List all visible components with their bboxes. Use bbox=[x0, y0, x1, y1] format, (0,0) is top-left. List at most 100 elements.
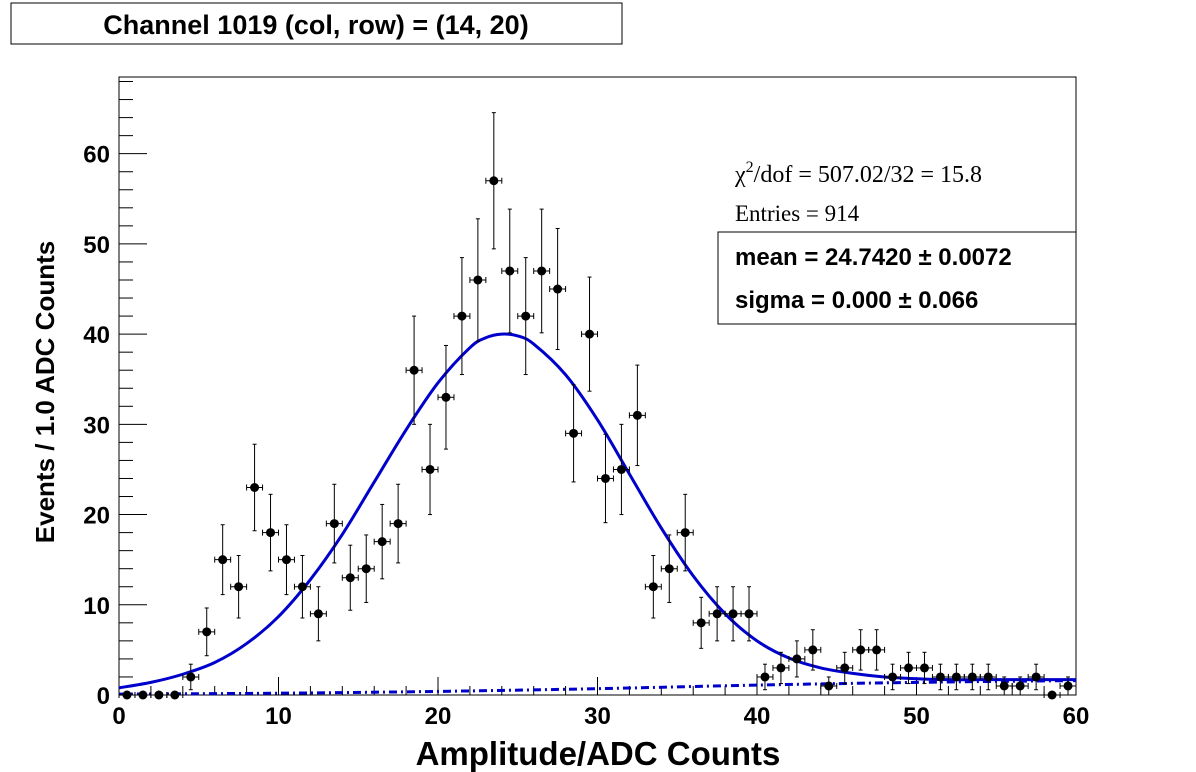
fit-curves bbox=[118, 332, 1077, 696]
fit-parameter-box bbox=[717, 231, 1077, 325]
data-point bbox=[118, 690, 136, 700]
data-point bbox=[1059, 676, 1077, 696]
data-marker bbox=[345, 573, 355, 583]
data-marker bbox=[1063, 681, 1073, 691]
data-point bbox=[437, 344, 455, 450]
y-tick-label: 60 bbox=[83, 142, 110, 169]
data-marker bbox=[744, 609, 754, 619]
data-point bbox=[916, 651, 933, 685]
data-point bbox=[708, 586, 726, 642]
data-marker bbox=[872, 645, 882, 655]
data-marker bbox=[154, 690, 164, 700]
data-point bbox=[884, 663, 902, 691]
data-point bbox=[1043, 690, 1061, 700]
y-tick-label: 30 bbox=[83, 412, 110, 439]
tick-labels: 0 10 20 30 40 50 60 0 10 20 30 40 50 60 bbox=[83, 142, 1089, 730]
data-point bbox=[150, 690, 168, 700]
data-marker bbox=[888, 672, 898, 682]
data-marker bbox=[951, 672, 961, 682]
data-points bbox=[118, 112, 1077, 700]
data-marker bbox=[569, 428, 579, 438]
data-marker bbox=[234, 582, 244, 592]
data-marker bbox=[664, 564, 674, 574]
data-marker bbox=[186, 672, 196, 682]
data-marker bbox=[202, 627, 212, 637]
data-marker bbox=[457, 311, 467, 321]
data-marker bbox=[824, 681, 834, 691]
data-point bbox=[852, 629, 870, 671]
y-axis-label: Events / 1.0 ADC Counts bbox=[30, 241, 60, 543]
y-tick-label: 20 bbox=[83, 503, 110, 530]
data-marker bbox=[553, 284, 563, 294]
data-point bbox=[166, 690, 184, 700]
chi2-superscript: 2 bbox=[746, 159, 754, 176]
x-tick-label: 40 bbox=[744, 703, 771, 730]
mean-stat: mean = 24.7420 ± 0.0072 bbox=[735, 244, 1012, 271]
data-marker bbox=[1015, 681, 1025, 691]
data-marker bbox=[792, 654, 802, 664]
data-point bbox=[597, 433, 614, 524]
data-point bbox=[309, 586, 327, 642]
data-point bbox=[421, 423, 439, 516]
data-marker bbox=[712, 609, 722, 619]
data-marker bbox=[728, 609, 738, 619]
data-marker bbox=[600, 473, 610, 483]
data-marker bbox=[250, 482, 260, 492]
data-marker bbox=[122, 690, 132, 700]
data-point bbox=[278, 524, 295, 596]
x-tick-label: 10 bbox=[265, 703, 292, 730]
data-point bbox=[995, 676, 1013, 696]
data-marker bbox=[425, 464, 435, 474]
data-marker bbox=[680, 528, 690, 538]
data-point bbox=[214, 524, 232, 596]
data-point bbox=[373, 503, 391, 580]
data-marker bbox=[505, 266, 515, 276]
data-marker bbox=[808, 645, 818, 655]
data-point bbox=[501, 208, 519, 334]
data-point bbox=[230, 554, 248, 619]
data-marker bbox=[441, 392, 451, 402]
data-point bbox=[724, 586, 742, 642]
data-marker bbox=[266, 528, 276, 538]
data-point bbox=[979, 663, 997, 691]
data-marker bbox=[393, 519, 403, 529]
data-point bbox=[581, 276, 598, 392]
data-marker bbox=[967, 672, 977, 682]
data-marker bbox=[537, 266, 547, 276]
data-point bbox=[676, 493, 694, 572]
data-point bbox=[836, 651, 854, 685]
x-tick-label: 50 bbox=[903, 703, 930, 730]
data-point bbox=[804, 629, 822, 671]
data-marker bbox=[919, 663, 929, 673]
data-marker bbox=[999, 681, 1009, 691]
data-point bbox=[868, 629, 886, 671]
sigma-stat: sigma = 0.000 ± 0.066 bbox=[735, 287, 978, 314]
data-marker bbox=[696, 618, 706, 628]
y-tick-label: 40 bbox=[83, 322, 110, 349]
chi2-value: /dof = 507.02/32 = 15.8 bbox=[754, 162, 982, 188]
data-point bbox=[644, 554, 662, 619]
data-marker bbox=[313, 609, 323, 619]
data-point bbox=[246, 443, 264, 532]
data-marker bbox=[218, 555, 228, 565]
data-marker bbox=[935, 672, 945, 682]
y-tick-label: 10 bbox=[83, 593, 110, 620]
data-point bbox=[182, 663, 200, 691]
data-point bbox=[612, 423, 630, 516]
data-marker bbox=[473, 275, 483, 285]
data-point bbox=[788, 640, 806, 678]
data-point bbox=[469, 218, 487, 342]
data-point bbox=[963, 663, 981, 691]
data-point bbox=[628, 364, 646, 467]
data-marker bbox=[856, 645, 866, 655]
data-marker bbox=[521, 311, 531, 321]
data-marker bbox=[760, 672, 770, 682]
data-point bbox=[660, 534, 678, 603]
data-marker bbox=[632, 410, 642, 420]
data-point bbox=[900, 651, 917, 685]
data-point bbox=[533, 208, 551, 334]
data-marker bbox=[648, 582, 658, 592]
data-point bbox=[341, 544, 359, 611]
data-marker bbox=[409, 365, 419, 375]
data-point bbox=[772, 651, 790, 685]
